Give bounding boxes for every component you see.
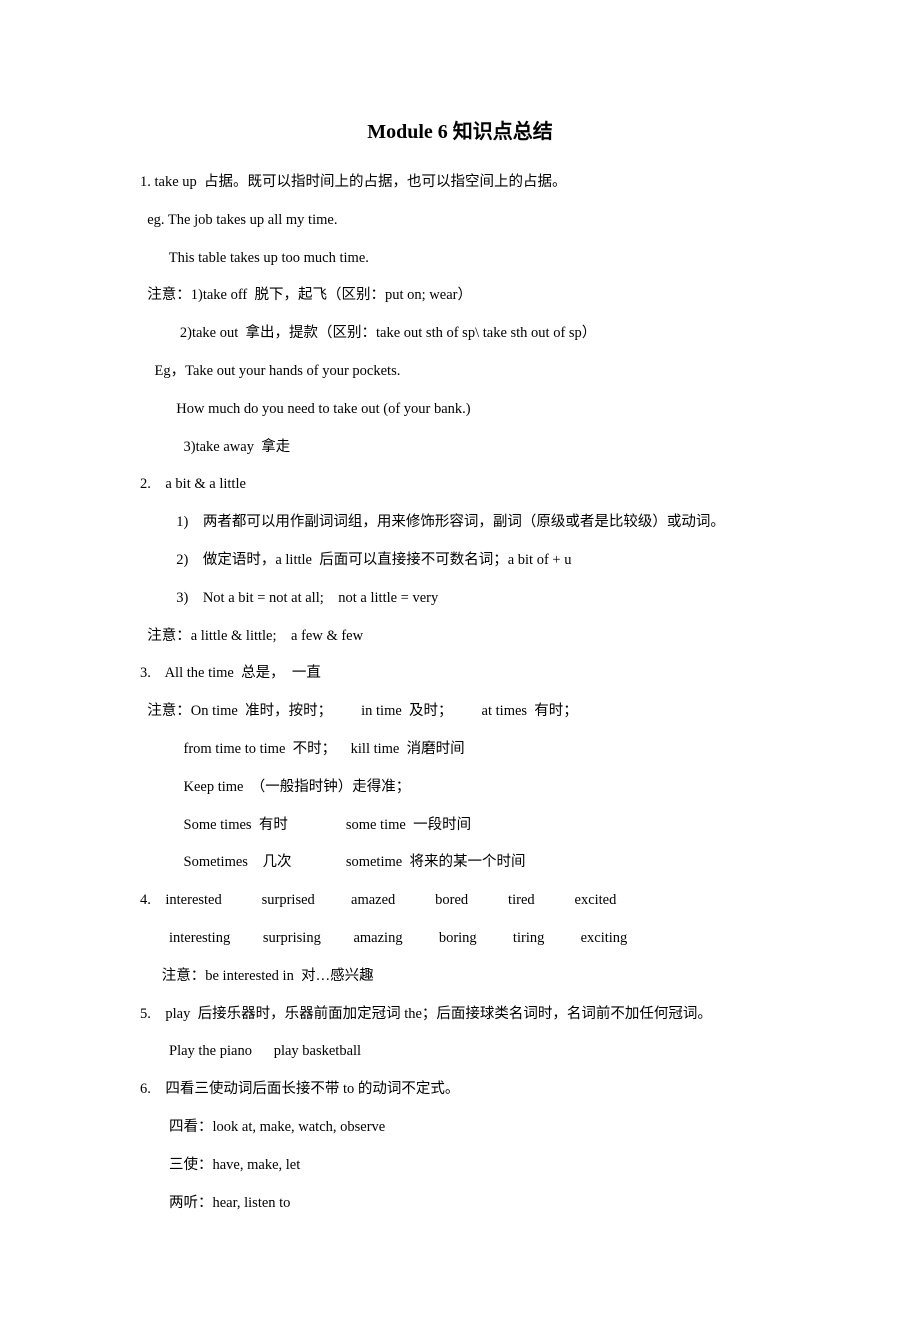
text-line: 两听：hear, listen to bbox=[140, 1193, 780, 1213]
text-line: from time to time 不时； kill time 消磨时间 bbox=[140, 739, 780, 759]
text-line: Eg，Take out your hands of your pockets. bbox=[140, 361, 780, 381]
text-line: This table takes up too much time. bbox=[140, 248, 780, 268]
text-line: 2)take out 拿出，提款（区别：take out sth of sp\ … bbox=[140, 323, 780, 343]
text-line: 三使：have, make, let bbox=[140, 1155, 780, 1175]
text-line: 3)take away 拿走 bbox=[140, 437, 780, 457]
text-line: Sometimes 几次 sometime 将来的某一个时间 bbox=[140, 852, 780, 872]
text-line: 3. All the time 总是， 一直 bbox=[140, 663, 780, 683]
text-line: 注意：a little & little; a few & few bbox=[140, 626, 780, 646]
document-page: Module 6 知识点总结 1. take up 占据。既可以指时间上的占据，… bbox=[0, 0, 920, 1330]
text-line: 5. play 后接乐器时，乐器前面加定冠词 the；后面接球类名词时，名词前不… bbox=[140, 1004, 780, 1024]
text-line: 1) 两者都可以用作副词词组，用来修饰形容词，副词（原级或者是比较级）或动词。 bbox=[140, 512, 780, 532]
text-line: interesting surprising amazing boring ti… bbox=[140, 928, 780, 948]
text-line: 2. a bit & a little bbox=[140, 474, 780, 494]
content-body: 1. take up 占据。既可以指时间上的占据，也可以指空间上的占据。 eg.… bbox=[140, 172, 780, 1213]
page-title: Module 6 知识点总结 bbox=[140, 115, 780, 144]
text-line: Some times 有时 some time 一段时间 bbox=[140, 815, 780, 835]
text-line: 1. take up 占据。既可以指时间上的占据，也可以指空间上的占据。 bbox=[140, 172, 780, 192]
text-line: How much do you need to take out (of you… bbox=[140, 399, 780, 419]
text-line: 注意：be interested in 对…感兴趣 bbox=[140, 966, 780, 986]
text-line: 4. interested surprised amazed bored tir… bbox=[140, 890, 780, 910]
text-line: Keep time （一般指时钟）走得准； bbox=[140, 777, 780, 797]
text-line: 3) Not a bit = not at all; not a little … bbox=[140, 588, 780, 608]
text-line: eg. The job takes up all my time. bbox=[140, 210, 780, 230]
text-line: 注意：On time 准时，按时； in time 及时； at times 有… bbox=[140, 701, 780, 721]
text-line: 6. 四看三使动词后面长接不带 to 的动词不定式。 bbox=[140, 1079, 780, 1099]
text-line: 注意：1)take off 脱下，起飞（区别：put on; wear） bbox=[140, 285, 780, 305]
text-line: Play the piano play basketball bbox=[140, 1041, 780, 1061]
text-line: 2) 做定语时，a little 后面可以直接接不可数名词；a bit of +… bbox=[140, 550, 780, 570]
text-line: 四看：look at, make, watch, observe bbox=[140, 1117, 780, 1137]
